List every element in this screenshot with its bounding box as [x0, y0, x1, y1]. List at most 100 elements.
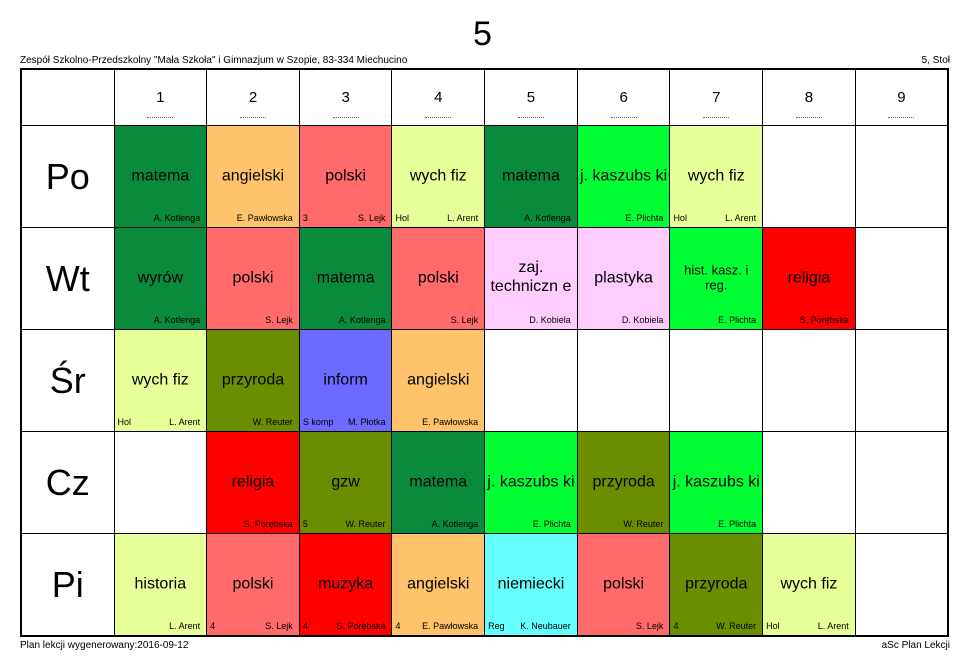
- period-time-marker: [610, 117, 637, 119]
- lesson-room: Reg: [488, 621, 505, 631]
- period-number: 8: [804, 89, 814, 106]
- class-label: 5, Stoł: [921, 55, 950, 66]
- lesson-subject: wyrów: [137, 269, 183, 287]
- lesson-subject: religia: [787, 269, 831, 287]
- period-time-marker: [147, 117, 174, 119]
- day-label: Śr: [20, 329, 115, 432]
- lesson-cell: angielski 4 E. Pawłowska: [391, 533, 486, 637]
- lesson-subject: wych fiz: [780, 575, 838, 593]
- lesson-teacher: S. Lejk: [265, 315, 293, 325]
- lesson-teacher: E. Plichta: [718, 519, 757, 529]
- period-number: 1: [156, 89, 165, 106]
- lesson-teacher: A. Kotlenga: [431, 519, 479, 529]
- day-row: Wt wyrów A. Kotlenga polski S. Lejk matema A. …: [20, 227, 949, 330]
- lesson-subject: polski: [417, 269, 459, 287]
- day-row: Po matema A. Kotlenga angielski E. Pawłowska…: [20, 125, 949, 228]
- lesson-cell: wych fiz Hol L. Arent: [113, 329, 208, 432]
- lesson-subject: polski: [232, 575, 274, 593]
- lesson-room: 3: [302, 213, 308, 223]
- period-header: 9: [854, 68, 949, 126]
- lesson-subject: angielski: [407, 371, 470, 389]
- lesson-cell: matema A. Kotlenga: [391, 431, 486, 534]
- lesson-teacher: W. Reuter: [623, 519, 664, 529]
- lesson-subject: muzyka: [318, 575, 374, 593]
- lesson-cell: j. kaszubs ki E. Plichta: [576, 125, 671, 228]
- lesson-cell: hist. kasz. i reg. E. Plichta: [669, 227, 764, 330]
- period-header: 5: [484, 68, 578, 126]
- lesson-room: Hol: [673, 213, 687, 223]
- empty-cell: [762, 431, 856, 534]
- lesson-subject: j. kaszubs ki: [672, 473, 760, 491]
- generated-date: Plan lekcji wygenerowany:2016-09-12: [20, 640, 189, 651]
- day-label: Pi: [20, 533, 115, 637]
- lesson-cell: wych fiz Hol L. Arent: [391, 125, 486, 228]
- lesson-subject: wych fiz: [409, 167, 467, 185]
- lesson-room: S komp: [302, 417, 334, 427]
- day-row: Śr wych fiz Hol L. Arent przyroda W. Reuter in…: [20, 329, 949, 432]
- lesson-subject: hist. kasz. i reg.: [684, 262, 749, 292]
- day-label: Po: [20, 125, 115, 228]
- lesson-teacher: E. Pawłowska: [236, 213, 293, 223]
- lesson-teacher: S. Lejk: [450, 315, 479, 325]
- lesson-cell: gzw 5 W. Reuter: [298, 431, 393, 534]
- day-label: Cz: [20, 431, 115, 534]
- empty-cell: [854, 533, 949, 637]
- period-time-marker: [425, 117, 452, 119]
- lesson-cell: wych fiz Hol L. Arent: [669, 125, 764, 228]
- lesson-subject: wych fiz: [131, 371, 189, 389]
- lesson-teacher: E. Plichta: [718, 315, 757, 325]
- lesson-teacher: E. Pawłowska: [422, 417, 479, 427]
- lesson-subject: matema: [409, 473, 468, 491]
- lesson-teacher: M. Płotka: [347, 417, 386, 427]
- lesson-subject: matema: [316, 269, 375, 287]
- lesson-teacher: S. Porębska: [243, 519, 293, 529]
- lesson-cell: matema A. Kotlenga: [298, 227, 393, 330]
- lesson-teacher: A. Kotlenga: [153, 213, 201, 223]
- lesson-room: 4: [395, 621, 401, 631]
- empty-cell: [854, 125, 949, 228]
- lesson-subject: matema: [502, 167, 560, 185]
- lesson-teacher: D. Kobiela: [621, 315, 664, 325]
- lesson-cell: j. kaszubs ki E. Plichta: [669, 431, 764, 534]
- lesson-room: Hol: [766, 621, 780, 631]
- lesson-cell: polski 3 S. Lejk: [298, 125, 393, 228]
- empty-cell: [669, 329, 764, 432]
- lesson-subject: historia: [134, 575, 187, 593]
- lesson-teacher: W. Reuter: [252, 417, 293, 427]
- lesson-cell: zaj. techniczn e D. Kobiela: [484, 227, 578, 330]
- period-number: 5: [526, 89, 536, 106]
- lesson-cell: wych fiz Hol L. Arent: [762, 533, 856, 637]
- lesson-teacher: E. Plichta: [532, 519, 571, 529]
- lesson-cell: polski S. Lejk: [206, 227, 300, 330]
- period-time-marker: [888, 117, 915, 119]
- lesson-teacher: E. Plichta: [625, 213, 664, 223]
- lesson-cell: angielski E. Pawłowska: [206, 125, 300, 228]
- lesson-cell: wyrów A. Kotlenga: [113, 227, 208, 330]
- lesson-teacher: S. Porębska: [799, 315, 849, 325]
- lesson-room: 4: [673, 621, 679, 631]
- lesson-teacher: A. Kotlenga: [524, 213, 571, 223]
- lesson-cell: polski S. Lejk: [576, 533, 671, 637]
- lesson-cell: matema A. Kotlenga: [484, 125, 578, 228]
- lesson-cell: przyroda W. Reuter: [206, 329, 300, 432]
- day-label: Wt: [20, 227, 115, 330]
- lesson-subject: angielski: [407, 575, 470, 593]
- period-header: 1: [113, 68, 208, 126]
- lesson-cell: polski S. Lejk: [391, 227, 486, 330]
- timetable-grid: 1 2 3 4 5 6 7 8 9 Po matema A. Kotlenga angielski E.…: [20, 68, 949, 637]
- period-header: 8: [762, 68, 856, 126]
- lesson-cell: matema A. Kotlenga: [113, 125, 208, 228]
- period-time-marker: [795, 117, 822, 119]
- lesson-teacher: D. Kobiela: [529, 315, 571, 325]
- lesson-subject: zaj. techniczn e: [490, 258, 572, 295]
- lesson-room: 4: [302, 621, 308, 631]
- empty-cell: [854, 431, 949, 534]
- lesson-cell: przyroda 4 W. Reuter: [669, 533, 764, 637]
- lesson-room: Hol: [117, 417, 132, 427]
- period-number: 3: [341, 89, 350, 106]
- period-time-marker: [517, 117, 544, 119]
- empty-cell: [854, 227, 949, 330]
- period-header: 2: [206, 68, 300, 126]
- lesson-room: Hol: [395, 213, 409, 223]
- lesson-room: 5: [302, 519, 308, 529]
